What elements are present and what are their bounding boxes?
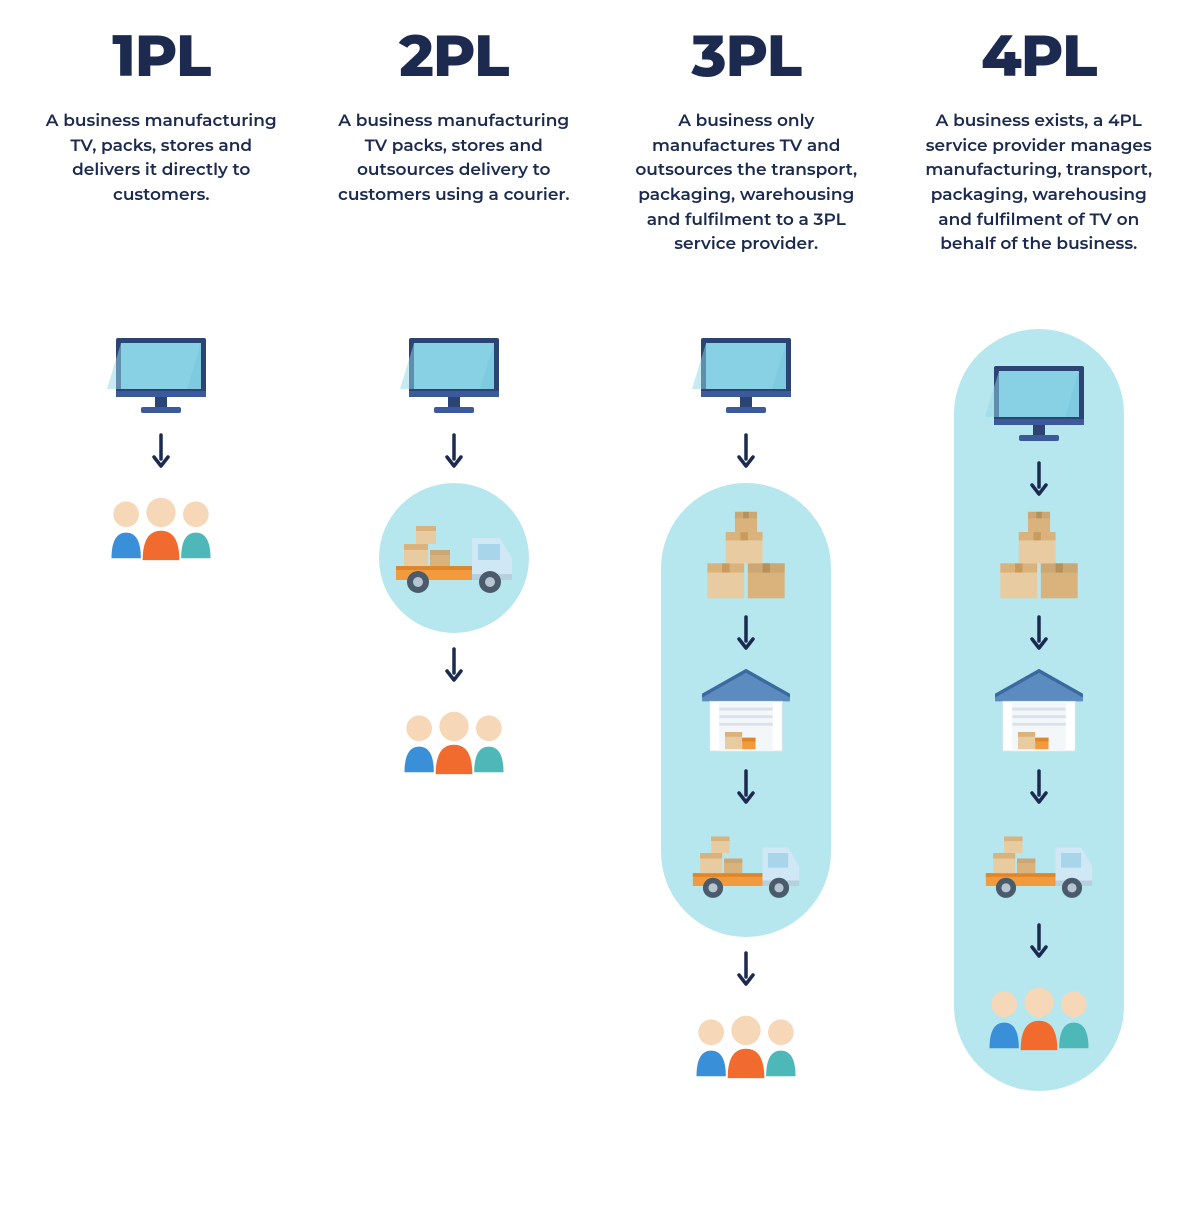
- people-icon: [106, 483, 216, 573]
- people-icon: [399, 697, 509, 787]
- truck-icon: [984, 819, 1094, 909]
- column-description: A business manufacturing TV, packs, stor…: [30, 109, 293, 289]
- truck-icon: [394, 516, 514, 601]
- boxes-icon: [691, 511, 801, 601]
- arrow-icon: [1029, 615, 1049, 651]
- outsourced-capsule: [379, 483, 529, 633]
- arrow-icon: [736, 433, 756, 469]
- flow-2pl: [379, 329, 529, 787]
- column-description: A business manufacturing TV packs, store…: [323, 109, 586, 289]
- column-description: A business exists, a 4PL service provide…: [908, 109, 1171, 289]
- column-title: 4PL: [981, 20, 1096, 91]
- flow-3pl: [661, 329, 831, 1091]
- flow-4pl: [954, 329, 1124, 1091]
- arrow-icon: [151, 433, 171, 469]
- outsourced-capsule: [661, 483, 831, 937]
- column-3pl: 3PL A business only manufactures TV and …: [615, 20, 878, 1091]
- arrow-icon: [1029, 923, 1049, 959]
- column-title: 3PL: [691, 20, 801, 91]
- flow-1pl: [106, 329, 216, 573]
- arrow-icon: [736, 769, 756, 805]
- tv-icon: [984, 357, 1094, 447]
- column-1pl: 1PL A business manufacturing TV, packs, …: [30, 20, 293, 573]
- arrow-icon: [736, 615, 756, 651]
- column-description: A business only manufactures TV and outs…: [615, 109, 878, 289]
- column-title: 2PL: [399, 20, 508, 91]
- column-4pl: 4PL A business exists, a 4PL service pro…: [908, 20, 1171, 1091]
- arrow-icon: [444, 647, 464, 683]
- truck-icon: [691, 819, 801, 909]
- logistics-comparison: 1PL A business manufacturing TV, packs, …: [30, 20, 1170, 1091]
- arrow-icon: [444, 433, 464, 469]
- warehouse-icon: [984, 665, 1094, 755]
- boxes-icon: [984, 511, 1094, 601]
- outsourced-capsule: [954, 329, 1124, 1091]
- arrow-icon: [1029, 461, 1049, 497]
- column-2pl: 2PL A business manufacturing TV packs, s…: [323, 20, 586, 787]
- tv-icon: [399, 329, 509, 419]
- arrow-icon: [736, 951, 756, 987]
- tv-icon: [106, 329, 216, 419]
- warehouse-icon: [691, 665, 801, 755]
- people-icon: [691, 1001, 801, 1091]
- people-icon: [984, 973, 1094, 1063]
- arrow-icon: [1029, 769, 1049, 805]
- tv-icon: [691, 329, 801, 419]
- column-title: 1PL: [112, 20, 210, 91]
